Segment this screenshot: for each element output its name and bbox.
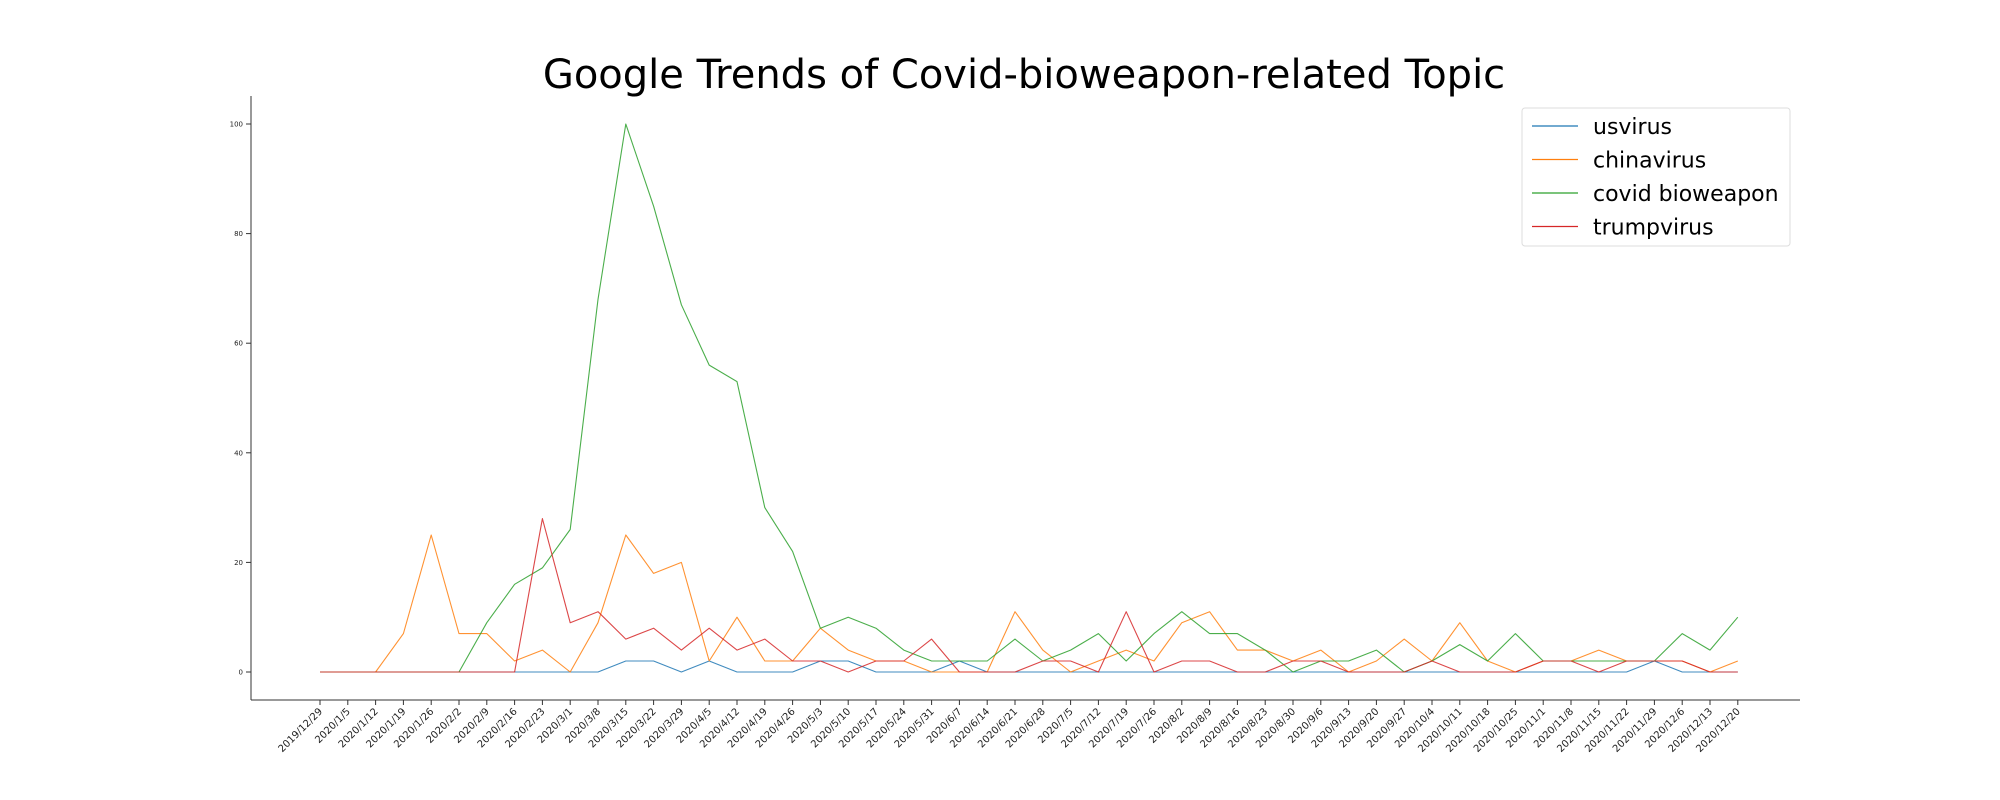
series-line-chinavirus: [320, 534, 1739, 673]
legend-label: chinavirus: [1593, 149, 1706, 174]
legend-label: trumpvirus: [1593, 216, 1714, 241]
legend-label: usvirus: [1593, 115, 1672, 140]
y-ticks: 0 20 40 60 80 100: [230, 121, 251, 677]
y-tick-label: 0: [239, 669, 243, 677]
series-line-covid-bioweapon: [320, 123, 1739, 673]
y-tick-label: 40: [234, 449, 243, 457]
y-tick-label: 100: [230, 121, 243, 129]
y-tick-label: 60: [234, 340, 243, 348]
legend-frame: [1521, 107, 1791, 247]
y-tick-label: 80: [234, 230, 243, 238]
x-tick-label: 2019/12/29: [277, 706, 326, 755]
x-ticks: 2019/12/292020/1/52020/1/122020/1/192020…: [277, 700, 1743, 755]
legend: usvirus chinavirus covid bioweapon trumpvir…: [1521, 107, 1791, 247]
series-line-trumpvirus: [320, 518, 1738, 673]
series-lines: [320, 123, 1739, 673]
axes: [250, 96, 1800, 701]
legend-label: covid bioweapon: [1593, 182, 1779, 207]
y-tick-label: 20: [234, 559, 243, 567]
chart-title: Google Trends of Covid-bioweapon-related…: [543, 52, 1505, 98]
